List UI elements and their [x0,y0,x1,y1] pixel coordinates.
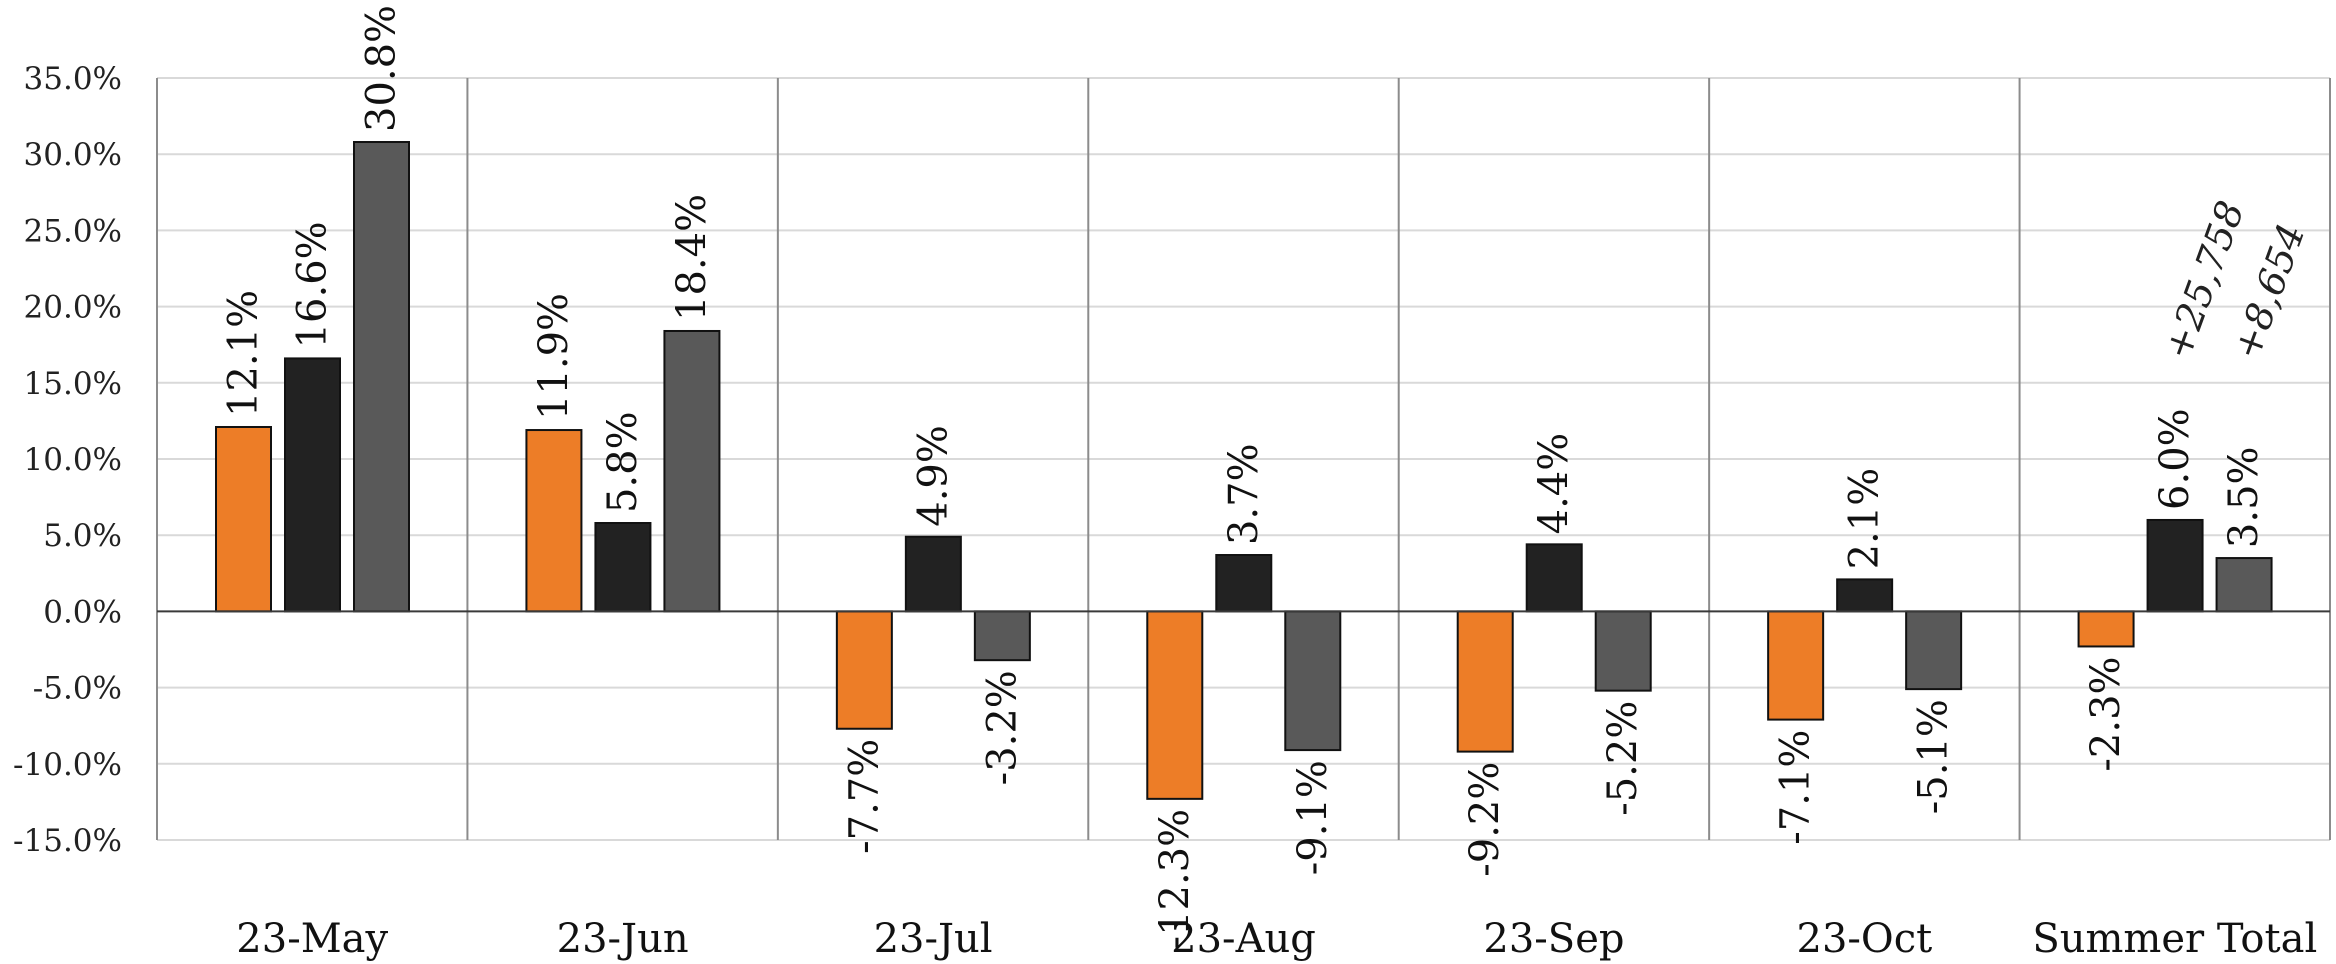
bar [1836,578,1894,613]
bar [1284,610,1342,752]
y-tick-label: 0.0% [43,594,122,630]
data-label: -3.2% [979,670,1025,785]
bar [594,522,652,613]
data-labels: 12.1% 16.6% 30.8% 11.9% 5.8% 18.4% -7.7% 4.9% -3… [221,5,2268,950]
gridlines [157,77,2330,841]
x-category-label: 23-Aug [1171,916,1316,962]
bar [1767,610,1825,721]
x-category-label: 23-Sep [1483,916,1624,962]
data-label: -2.3% [2083,656,2129,771]
data-label: -12.3% [1152,809,1198,950]
bar [353,141,410,613]
data-label: -5.2% [1600,701,1646,816]
y-tick-label: 5.0% [43,518,122,554]
y-tick-label: -5.0% [33,671,122,707]
y-tick-label: 30.0% [24,137,122,173]
y-axis-tick-labels: 35.0% 30.0% 25.0% 20.0% 15.0% 10.0% 5.0% 0.0% -5… [13,61,122,859]
bar [284,357,341,613]
y-tick-label: 10.0% [24,442,122,478]
bar [973,610,1031,662]
data-label: -9.1% [1290,760,1336,875]
data-label: 11.9% [531,293,577,420]
y-tick-label: 35.0% [24,61,122,97]
bar [904,535,962,613]
bar [1215,554,1273,613]
x-axis-category-labels: 23-May 23-Jun 23-Jul 23-Aug 23-Sep 23-Oct Summ… [236,916,2317,962]
data-label: -5.1% [1911,699,1957,814]
x-category-label: 23-May [236,916,388,962]
data-label: 16.6% [290,221,336,348]
x-category-label: 23-Jul [874,916,993,962]
bar [2146,518,2204,613]
data-label: -7.7% [841,739,887,854]
data-label: 18.4% [669,194,715,321]
data-label: -7.1% [1773,730,1819,845]
x-category-label: 23-Jun [557,916,689,962]
bar [663,329,721,613]
y-tick-label: -10.0% [13,747,122,783]
y-tick-label: 20.0% [24,290,122,326]
x-category-label: Summer Total [2032,916,2317,962]
data-label: 30.8% [359,5,405,132]
bar [525,429,583,613]
annotations: +25,758+8,654 [2155,195,2313,365]
data-label: 6.0% [2152,408,2198,510]
bar [215,425,272,613]
data-label: 5.8% [600,411,646,513]
category-separators [156,78,2331,840]
bar [1146,610,1204,800]
data-label: 3.7% [1221,443,1267,545]
data-label: 2.1% [1842,468,1888,570]
bar [1525,543,1583,613]
bar [1594,610,1652,692]
data-label: 4.4% [1531,433,1577,535]
data-label: 12.1% [221,290,267,417]
bars [215,141,2273,800]
data-label: -9.2% [1462,762,1508,877]
bar [2077,610,2135,648]
data-label: 4.9% [910,425,956,527]
y-tick-label: 25.0% [24,213,122,249]
y-tick-label: 15.0% [24,366,122,402]
bar [1905,610,1963,691]
bar [2215,557,2273,613]
bar [835,610,893,730]
x-category-label: 23-Oct [1797,916,1933,962]
y-tick-label: -15.0% [13,823,122,859]
bar [1456,610,1514,753]
data-label: 3.5% [2221,446,2267,548]
